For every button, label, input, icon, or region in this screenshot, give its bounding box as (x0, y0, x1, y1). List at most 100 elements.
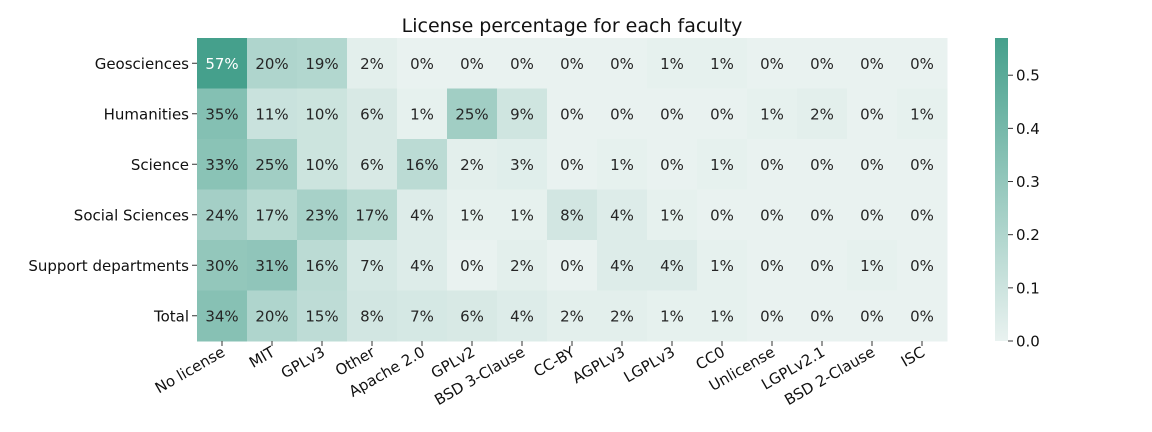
cell-label: 1% (760, 105, 784, 123)
cell-label: 0% (910, 55, 934, 73)
cell-label: 4% (410, 206, 434, 224)
cell-support-departments-lgplv2-1 (797, 240, 848, 291)
cell-label: 0% (910, 156, 934, 174)
cell-label: 6% (360, 105, 384, 123)
cell-geosciences-lgplv3 (647, 38, 698, 89)
cell-social-sciences-lgplv2-1 (797, 189, 848, 241)
cell-science-cc-by (547, 139, 598, 190)
cell-label: 15% (305, 307, 338, 325)
colorbar-tick-label: 0.5 (1016, 67, 1040, 85)
cell-label: 4% (610, 206, 634, 224)
cell-label: 1% (460, 206, 484, 224)
cell-label: 0% (760, 55, 784, 73)
cell-label: 1% (660, 307, 684, 325)
cell-label: 3% (510, 156, 534, 174)
cell-label: 0% (910, 206, 934, 224)
cell-total-bsd-3-clause (497, 290, 548, 342)
cell-science-bsd-3-clause (497, 139, 548, 190)
cell-label: 1% (510, 206, 534, 224)
colorbar: 0.0 0.1 0.2 0.3 0.4 0.5 (995, 38, 1040, 351)
cell-label: 0% (810, 156, 834, 174)
cell-geosciences-gplv2 (447, 38, 498, 89)
cell-support-departments-agplv3 (597, 240, 648, 291)
cell-humanities-other (347, 88, 398, 140)
cell-label: 0% (810, 257, 834, 275)
cell-humanities-bsd-3-clause (497, 88, 548, 140)
cell-humanities-lgplv2-1 (797, 88, 848, 140)
cell-geosciences-cc0 (697, 38, 748, 89)
cell-label: 0% (560, 156, 584, 174)
cell-support-departments-gplv3 (297, 240, 348, 291)
cell-support-departments-no-license (197, 240, 248, 291)
cell-total-gplv3 (297, 290, 348, 342)
cell-label: 2% (560, 307, 584, 325)
cell-social-sciences-cc0 (697, 189, 748, 241)
cell-label: 20% (255, 55, 288, 73)
cell-label: 0% (710, 105, 734, 123)
cell-label: 9% (510, 105, 534, 123)
cell-label: 8% (560, 206, 584, 224)
cell-social-sciences-gplv2 (447, 189, 498, 241)
cell-social-sciences-apache-2-0 (397, 189, 448, 241)
cell-science-apache-2-0 (397, 139, 448, 190)
cell-label: 0% (760, 156, 784, 174)
cell-support-departments-bsd-3-clause (497, 240, 548, 291)
cell-total-gplv2 (447, 290, 498, 342)
column-label: AGPLv3 (569, 343, 628, 387)
cell-humanities-bsd-2-clause (847, 88, 898, 140)
cell-total-cc-by (547, 290, 598, 342)
cell-label: 2% (610, 307, 634, 325)
cell-support-departments-unlicense (747, 240, 798, 291)
cell-science-mit (247, 139, 298, 190)
cell-support-departments-gplv2 (447, 240, 498, 291)
cell-label: 57% (205, 55, 238, 73)
cell-label: 0% (560, 105, 584, 123)
colorbar-tick-label: 0.4 (1016, 120, 1040, 138)
cell-label: 33% (205, 156, 238, 174)
cell-label: 1% (660, 55, 684, 73)
cell-support-departments-other (347, 240, 398, 291)
cell-support-departments-isc (897, 240, 948, 291)
cell-science-cc0 (697, 139, 748, 190)
cell-total-lgplv2-1 (797, 290, 848, 342)
cell-social-sciences-unlicense (747, 189, 798, 241)
cell-geosciences-apache-2-0 (397, 38, 448, 89)
cell-label: 0% (760, 257, 784, 275)
cell-humanities-agplv3 (597, 88, 648, 140)
cell-label: 30% (205, 257, 238, 275)
cell-support-departments-apache-2-0 (397, 240, 448, 291)
cell-humanities-no-license (197, 88, 248, 140)
cell-science-gplv2 (447, 139, 498, 190)
cell-label: 0% (560, 257, 584, 275)
cell-geosciences-bsd-3-clause (497, 38, 548, 89)
colorbar-tick-label: 0.1 (1016, 279, 1040, 297)
cell-label: 25% (455, 105, 488, 123)
cell-geosciences-cc-by (547, 38, 598, 89)
cell-geosciences-gplv3 (297, 38, 348, 89)
cell-label: 0% (760, 206, 784, 224)
cell-label: 0% (810, 55, 834, 73)
cell-social-sciences-cc-by (547, 189, 598, 241)
cell-label: 0% (860, 206, 884, 224)
colorbar-tick-label: 0.2 (1016, 226, 1040, 244)
colorbar-tick-label: 0.3 (1016, 173, 1040, 191)
cell-label: 10% (305, 105, 338, 123)
cell-label: 0% (510, 55, 534, 73)
cell-science-unlicense (747, 139, 798, 190)
cell-geosciences-bsd-2-clause (847, 38, 898, 89)
cell-social-sciences-agplv3 (597, 189, 648, 241)
cell-support-departments-cc-by (547, 240, 598, 291)
cell-total-other (347, 290, 398, 342)
cell-science-lgplv3 (647, 139, 698, 190)
row-label: Geosciences (95, 55, 189, 73)
cell-geosciences-unlicense (747, 38, 798, 89)
cell-social-sciences-lgplv3 (647, 189, 698, 241)
cell-geosciences-agplv3 (597, 38, 648, 89)
cell-science-lgplv2-1 (797, 139, 848, 190)
cell-label: 24% (205, 206, 238, 224)
cell-label: 7% (360, 257, 384, 275)
cell-science-agplv3 (597, 139, 648, 190)
cell-humanities-lgplv3 (647, 88, 698, 140)
cell-label: 1% (710, 307, 734, 325)
